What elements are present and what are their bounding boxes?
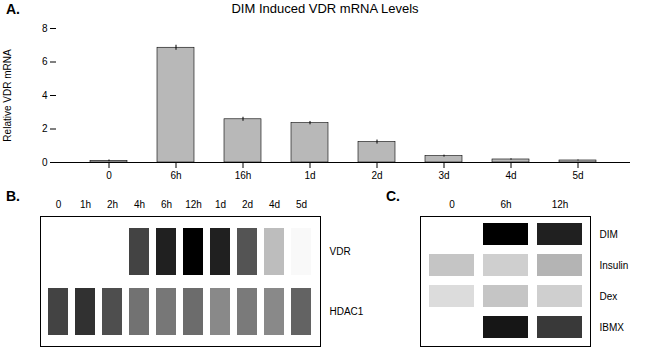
svg-text:0: 0: [42, 157, 48, 168]
svg-text:1d: 1d: [304, 170, 315, 181]
html-text:B.: B.: [6, 188, 20, 204]
svg-text:6h: 6h: [170, 170, 181, 181]
svg-text:Insulin: Insulin: [600, 260, 629, 271]
svg-text:12h: 12h: [552, 199, 569, 210]
html-text:A.: A.: [6, 1, 20, 17]
svg-text:0: 0: [56, 199, 62, 210]
svg-text:2d: 2d: [242, 199, 253, 210]
svg-text:16h: 16h: [235, 170, 252, 181]
svg-text:1h: 1h: [80, 199, 91, 210]
svg-text:VDR: VDR: [330, 246, 351, 257]
svg-text:2: 2: [42, 123, 48, 134]
svg-text:2h: 2h: [107, 199, 118, 210]
svg-text:0: 0: [106, 170, 112, 181]
svg-text:4h: 4h: [134, 199, 145, 210]
svg-text:Dex: Dex: [600, 291, 618, 302]
html-text:DIM Induced VDR mRNA Levels: DIM Induced VDR mRNA Levels: [231, 1, 419, 16]
svg-text:0: 0: [449, 199, 455, 210]
svg-text:4: 4: [42, 90, 48, 101]
svg-text:HDAC1: HDAC1: [330, 306, 364, 317]
svg-text:12h: 12h: [185, 199, 202, 210]
svg-text:3d: 3d: [438, 170, 449, 181]
svg-text:Relative VDR mRNA: Relative VDR mRNA: [2, 49, 13, 142]
svg-text:1d: 1d: [215, 199, 226, 210]
svg-text:4d: 4d: [269, 199, 280, 210]
html-text:C.: C.: [386, 188, 400, 204]
svg-text:8: 8: [42, 23, 48, 34]
svg-text:6: 6: [42, 56, 48, 67]
svg-text:DIM: DIM: [600, 229, 618, 240]
svg-text:2d: 2d: [371, 170, 382, 181]
svg-text:IBMX: IBMX: [600, 322, 625, 333]
svg-text:6h: 6h: [161, 199, 172, 210]
svg-text:6h: 6h: [500, 199, 511, 210]
svg-text:4d: 4d: [505, 170, 516, 181]
svg-text:5d: 5d: [572, 170, 583, 181]
svg-text:5d: 5d: [296, 199, 307, 210]
